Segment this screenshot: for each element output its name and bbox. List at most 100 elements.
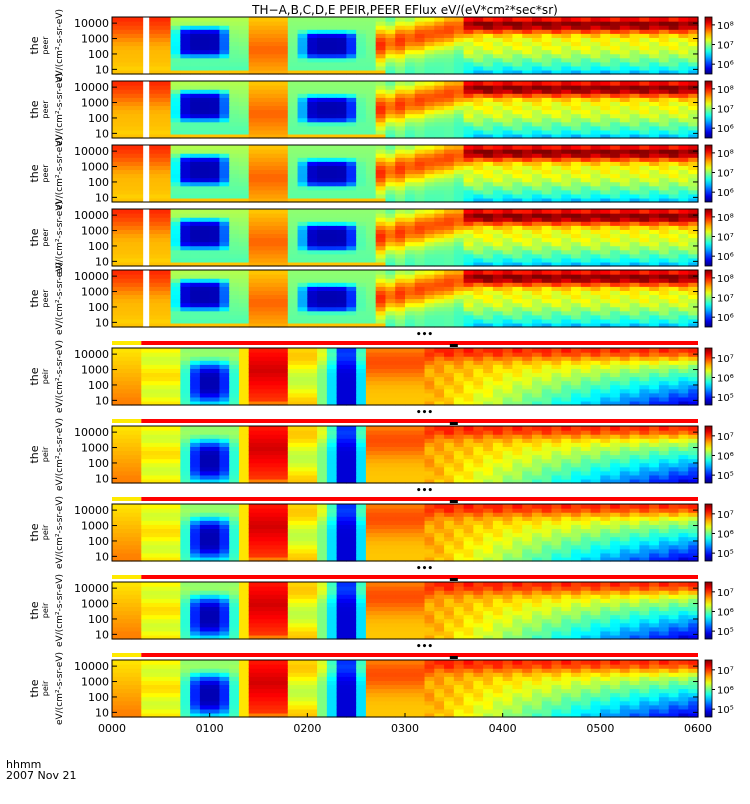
heatmap-cell: [239, 238, 249, 243]
heatmap-cell: [161, 54, 171, 59]
heatmap-cell: [415, 174, 425, 179]
heatmap-cell: [288, 126, 298, 131]
heatmap-cell: [161, 303, 171, 308]
heatmap-cell: [503, 254, 513, 259]
heatmap-cell: [356, 303, 366, 308]
heatmap-cell: [366, 97, 376, 102]
heatmap-cell: [395, 118, 405, 123]
heatmap-cell: [425, 93, 435, 98]
heatmap-cell: [346, 58, 356, 63]
heatmap-cell: [307, 217, 317, 222]
heatmap-cell: [659, 315, 669, 320]
heatmap-cell: [278, 290, 288, 295]
heatmap-cell: [688, 93, 698, 98]
heatmap-cell: [132, 174, 142, 179]
heatmap-cell: [659, 274, 669, 279]
heatmap-cell: [346, 174, 356, 179]
heatmap-cell: [542, 33, 552, 38]
heatmap-cell: [434, 105, 444, 110]
heatmap-cell: [190, 286, 200, 291]
heatmap-cell: [132, 54, 142, 59]
heatmap-cell: [591, 149, 601, 154]
heatmap-cell: [190, 348, 200, 353]
heatmap-cell: [356, 178, 366, 183]
heatmap-cell: [620, 178, 630, 183]
heatmap-cell: [610, 311, 620, 316]
heatmap-cell: [356, 238, 366, 243]
heatmap-cell: [688, 81, 698, 86]
heatmap-cell: [327, 174, 337, 179]
heatmap-cell: [512, 282, 522, 287]
heatmap-cell: [649, 311, 659, 316]
heatmap-cell: [493, 299, 503, 304]
heatmap-cell: [219, 356, 229, 361]
heatmap-cell: [200, 194, 210, 199]
heatmap-cell: [561, 50, 571, 55]
heatmap-cell: [425, 37, 435, 42]
heatmap-cell: [161, 352, 171, 357]
heatmap-cell: [141, 372, 151, 377]
heatmap-cell: [376, 290, 386, 295]
heatmap-cell: [229, 169, 239, 174]
heatmap-cell: [278, 364, 288, 369]
heatmap-cell: [278, 307, 288, 312]
heatmap-cell: [503, 122, 513, 127]
heatmap-cell: [385, 294, 395, 299]
heatmap-cell: [610, 89, 620, 94]
heatmap-cell: [229, 246, 239, 251]
heatmap-cell: [649, 217, 659, 222]
heatmap-cell: [317, 153, 327, 158]
heatmap-cell: [600, 17, 610, 22]
heatmap-cell: [307, 274, 317, 279]
heatmap-cell: [669, 299, 679, 304]
heatmap-cell: [122, 299, 132, 304]
heatmap-cell: [366, 153, 376, 158]
colorbar-tick-label: 10⁸: [717, 85, 734, 96]
y-tick-label: 10000: [74, 209, 109, 222]
heatmap-cell: [669, 242, 679, 247]
heatmap-cell: [600, 81, 610, 86]
heatmap-cell: [190, 294, 200, 299]
heatmap-cell: [405, 66, 415, 71]
heatmap-cell: [630, 41, 640, 46]
heatmap-cell: [219, 126, 229, 131]
heatmap-cell: [425, 221, 435, 226]
heatmap-cell: [493, 246, 503, 251]
heatmap-cell: [473, 303, 483, 308]
heatmap-cell: [161, 21, 171, 26]
heatmap-cell: [561, 356, 571, 361]
heatmap-cell: [532, 368, 542, 373]
heatmap-cell: [669, 130, 679, 135]
heatmap-cell: [561, 21, 571, 26]
heatmap-cell: [659, 238, 669, 243]
heatmap-cell: [278, 217, 288, 222]
heatmap-cell: [512, 46, 522, 51]
heatmap-cell: [356, 58, 366, 63]
heatmap-cell: [649, 97, 659, 102]
heatmap-cell: [542, 258, 552, 263]
heatmap-cell: [210, 126, 220, 131]
heatmap-cell: [493, 372, 503, 377]
heatmap-cell: [298, 311, 308, 316]
heatmap-cell: [288, 62, 298, 67]
heatmap-cell: [522, 352, 532, 357]
heatmap-cell: [395, 122, 405, 127]
heatmap-cell: [180, 372, 190, 377]
heatmap-cell: [434, 381, 444, 386]
heatmap-cell: [542, 282, 552, 287]
heatmap-cell: [239, 62, 249, 67]
heatmap-cell: [649, 225, 659, 230]
heatmap-cell: [493, 290, 503, 295]
heatmap-cell: [444, 217, 454, 222]
heatmap-cell: [444, 303, 454, 308]
heatmap-cell: [591, 33, 601, 38]
heatmap-cell: [561, 81, 571, 86]
heatmap-cell: [200, 46, 210, 51]
heatmap-cell: [366, 186, 376, 191]
heatmap-cell: [151, 217, 161, 222]
heatmap-cell: [512, 274, 522, 279]
heatmap-cell: [581, 110, 591, 115]
heatmap-cell: [542, 311, 552, 316]
heatmap-cell: [395, 46, 405, 51]
heatmap-cell: [307, 209, 317, 214]
